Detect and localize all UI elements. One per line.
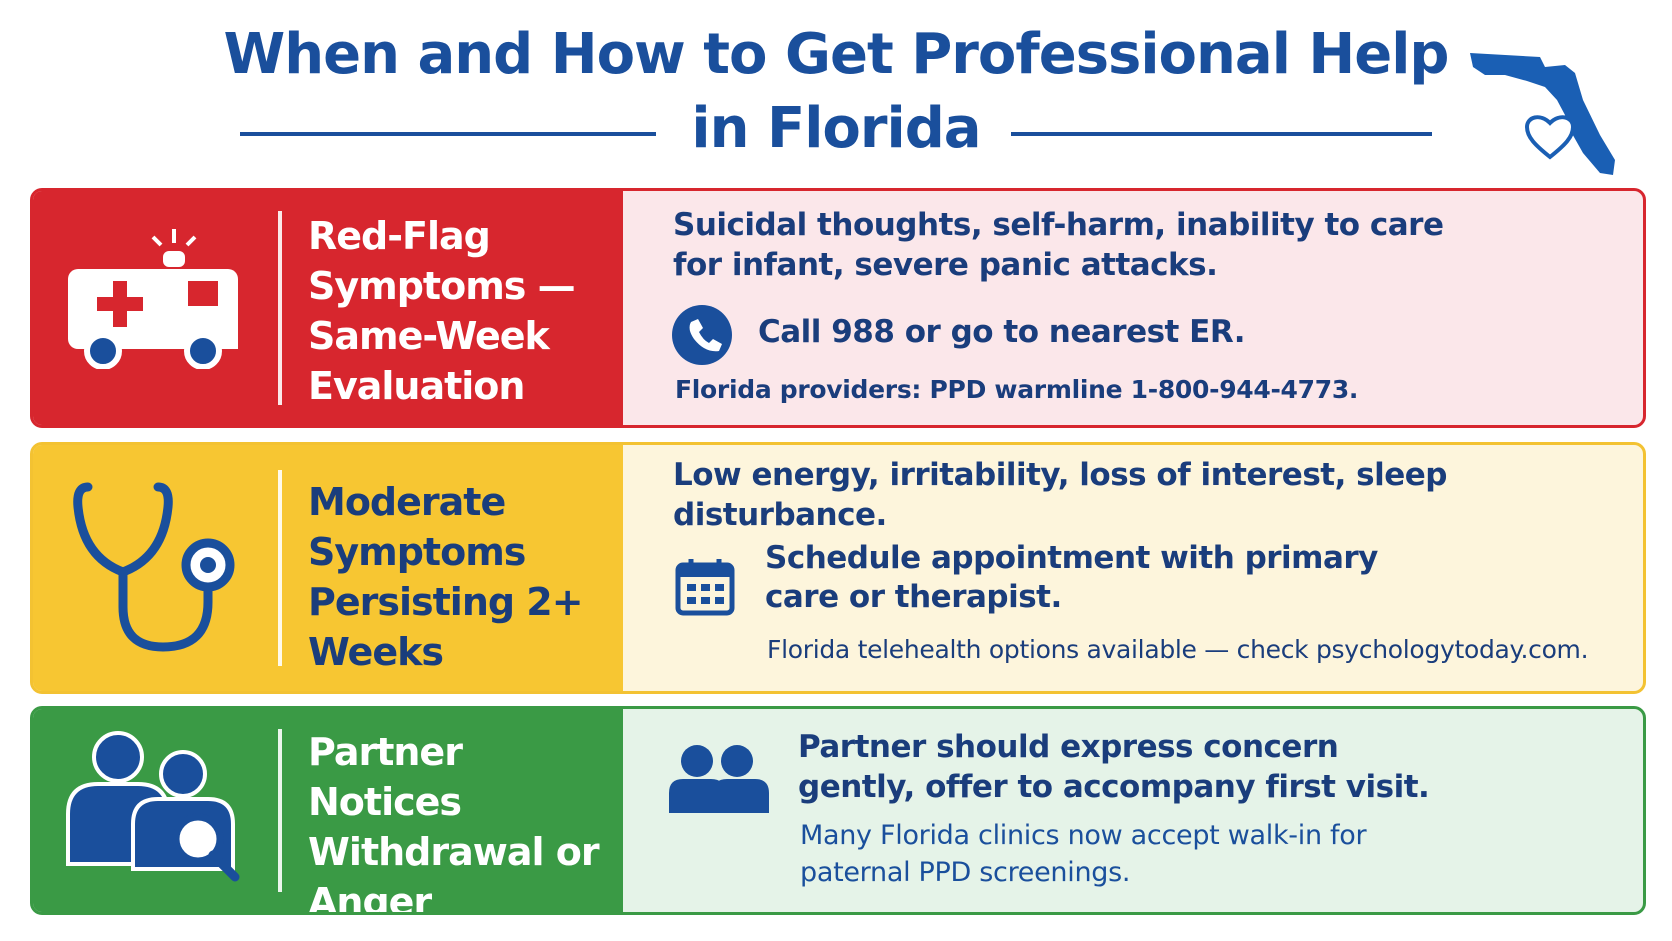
title-rule [1011,132,1432,136]
calendar-icon [675,559,735,616]
row: Partner Notices Withdrawal or Anger Part… [30,706,1646,915]
row: Red-Flag Symptoms — Same-Week Evaluation… [30,188,1646,428]
phone-icon [672,305,732,365]
title-line: When and How to Get Professional Help [223,22,1449,87]
row: Moderate Symptoms Persisting 2+ Weeks Lo… [30,442,1646,694]
action: Schedule appointment with primary care o… [765,540,1378,615]
row-label: Partner Notices Withdrawal or Anger [308,730,600,915]
stethoscope-icon [73,482,235,652]
symptoms: Partner should express concern gently, o… [798,729,1430,805]
symptoms: Low energy, irritability, loss of intere… [673,457,1447,533]
note: Florida telehealth options available — c… [767,635,1589,664]
row-label: Red-Flag Symptoms — Same-Week Evaluation [308,214,576,408]
people-search-icon [66,731,240,882]
people-icon [669,745,769,813]
separator [278,211,282,405]
note: Many Florida clinics now accept walk-in … [800,820,1367,888]
florida-icon [1470,53,1615,175]
symptoms: Suicidal thoughts, self-harm, inability … [673,207,1444,283]
title-rule [240,132,656,136]
separator [278,729,282,892]
note: Florida providers: PPD warmline 1-800-94… [675,375,1359,404]
action: Call 988 or go to nearest ER. [758,314,1246,350]
title-line: in Florida [691,96,981,161]
ambulance-icon [68,229,238,369]
row-label: Moderate Symptoms Persisting 2+ Weeks [308,480,584,674]
separator [278,470,282,666]
